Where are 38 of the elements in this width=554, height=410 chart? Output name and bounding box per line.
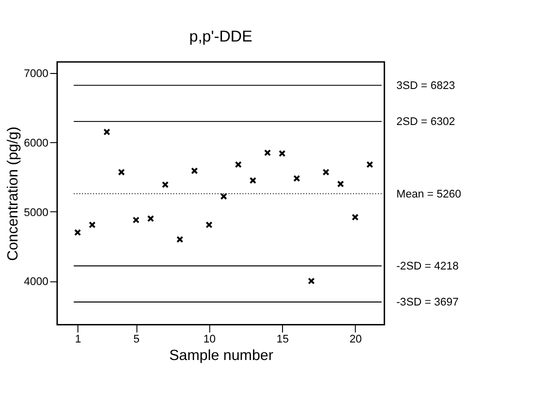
point	[220, 192, 228, 200]
ref-line-label: -3SD = 3697	[396, 296, 459, 309]
x-tick-label: 20	[349, 334, 362, 346]
point	[191, 167, 198, 174]
y-tick-label: 4000	[24, 276, 48, 288]
point	[176, 236, 184, 243]
point	[278, 150, 286, 157]
x-tick-label: 5	[133, 334, 140, 346]
ref-line-label: Mean = 5260	[396, 188, 462, 200]
chart-title: p,p'-DDE	[189, 28, 252, 46]
ref-line-label: -2SD = 4218	[396, 260, 459, 273]
point	[74, 229, 82, 236]
point	[132, 216, 140, 224]
point	[206, 221, 213, 228]
y-tick-label: 7000	[24, 68, 48, 80]
x-tick-label: 1	[74, 334, 82, 346]
x-tick-label: 10	[203, 334, 216, 346]
point	[147, 215, 154, 222]
ref-line-label: 3SD = 6823	[396, 80, 456, 92]
point	[103, 128, 110, 136]
point	[249, 177, 256, 184]
y-axis-title: Concentration (pg/g)	[5, 126, 22, 261]
point	[366, 161, 374, 168]
ref-line-label: 2SD = 6302	[396, 116, 456, 128]
point	[88, 221, 96, 228]
point	[234, 161, 242, 168]
point	[337, 180, 344, 188]
point	[308, 278, 315, 284]
point	[264, 149, 271, 156]
point	[293, 174, 300, 182]
y-tick-label: 5000	[24, 206, 48, 219]
point	[352, 214, 359, 221]
y-tick-label: 6000	[24, 138, 48, 150]
x-axis-title: Sample number	[169, 348, 274, 364]
point	[118, 168, 125, 176]
point	[322, 168, 330, 176]
point	[162, 181, 169, 188]
x-tick-label: 15	[276, 334, 289, 346]
